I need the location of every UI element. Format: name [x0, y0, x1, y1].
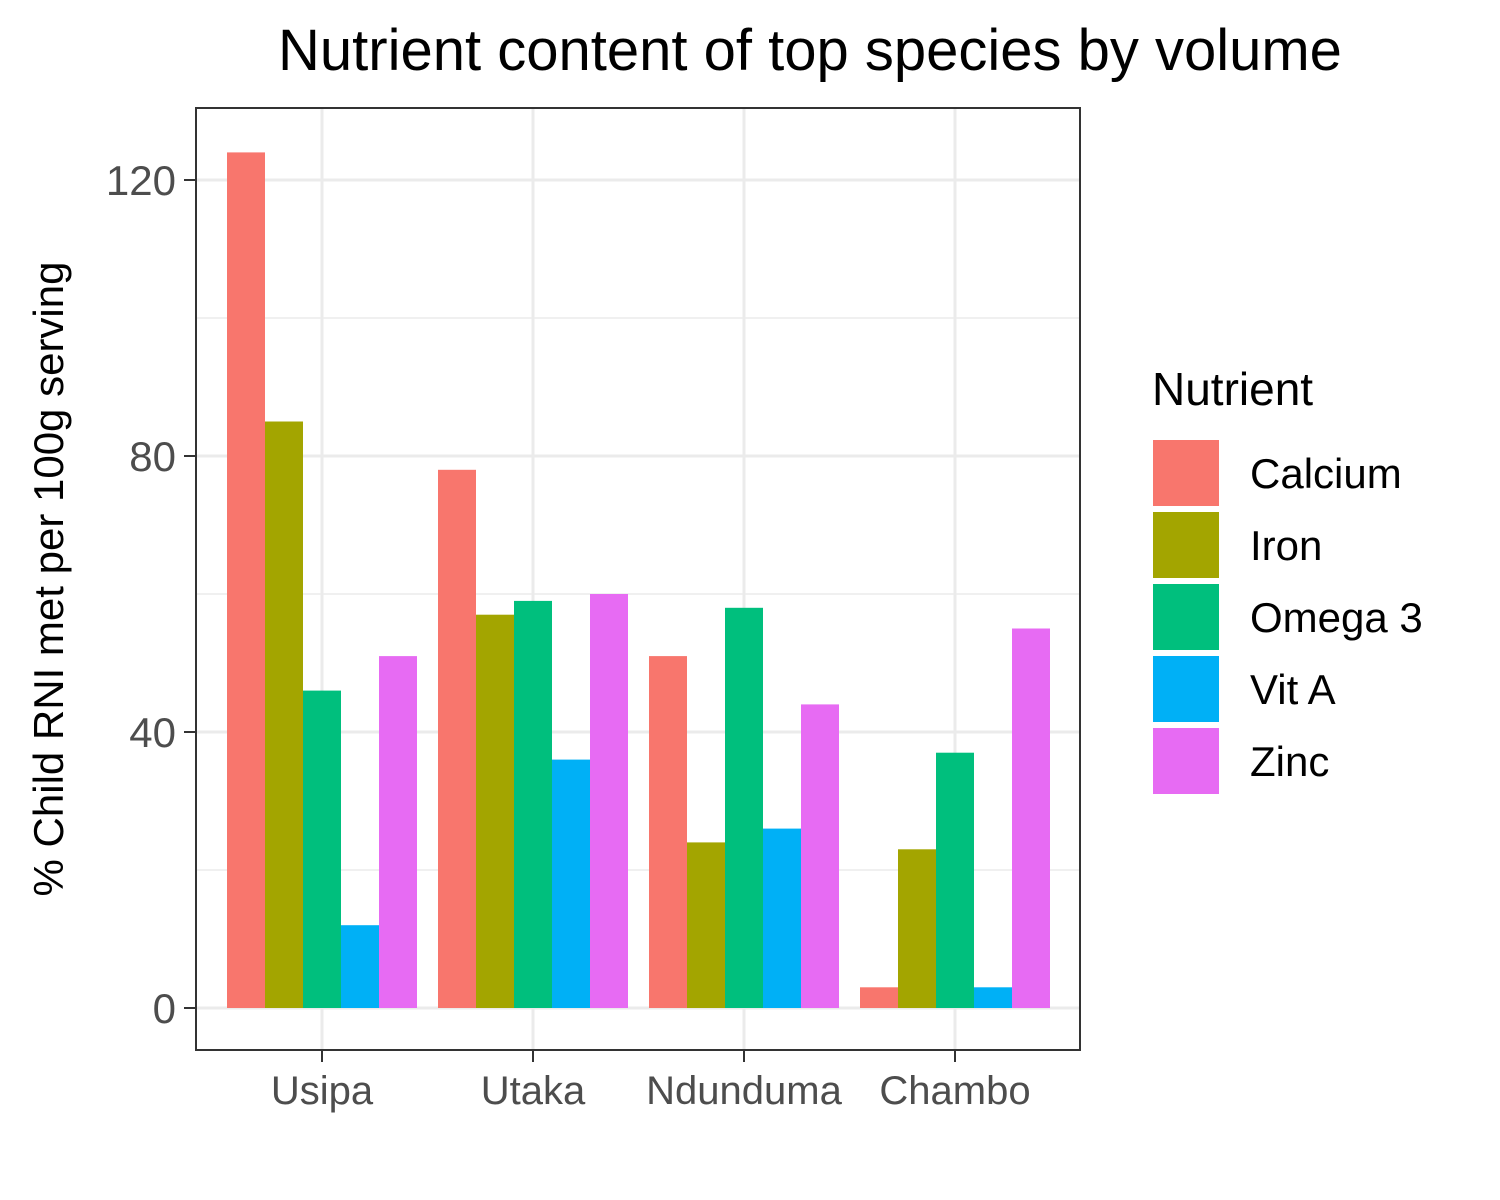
- bar-iron-ndunduma: [687, 842, 725, 1008]
- bar-iron-usipa: [265, 421, 303, 1008]
- legend-label: Vit A: [1250, 666, 1336, 713]
- legend-swatch: [1153, 440, 1219, 506]
- legend-label: Iron: [1250, 522, 1322, 569]
- x-tick-label: Usipa: [271, 1069, 374, 1113]
- bar-omega-3-utaka: [514, 600, 552, 1008]
- chart-title: Nutrient content of top species by volum…: [278, 18, 1342, 83]
- bar-calcium-usipa: [227, 152, 265, 1008]
- legend-swatch: [1153, 512, 1219, 578]
- legend-label: Omega 3: [1250, 594, 1423, 641]
- y-tick-label: 40: [129, 709, 176, 756]
- bar-iron-chambo: [898, 849, 936, 1008]
- y-tick-label: 120: [106, 157, 176, 204]
- legend-swatch: [1153, 584, 1219, 650]
- bar-vit-a-ndunduma: [763, 828, 801, 1008]
- legend-label: Calcium: [1250, 450, 1402, 497]
- bar-zinc-ndunduma: [801, 704, 839, 1008]
- bar-vit-a-usipa: [341, 925, 379, 1008]
- plot-panel-border: [195, 107, 1081, 1051]
- legend-label: Zinc: [1250, 738, 1329, 785]
- bar-zinc-utaka: [590, 594, 628, 1008]
- legend-swatch: [1153, 656, 1219, 722]
- legend: Nutrient Calcium Iron Omega 3 Vit A Zinc: [1152, 363, 1423, 794]
- bar-calcium-ndunduma: [649, 656, 687, 1008]
- bar-calcium-chambo: [860, 987, 898, 1008]
- legend-swatch: [1153, 728, 1219, 794]
- bar-iron-utaka: [476, 614, 514, 1008]
- bars: [227, 152, 1050, 1008]
- bar-vit-a-utaka: [552, 759, 590, 1008]
- bar-zinc-chambo: [1012, 628, 1050, 1008]
- legend-title: Nutrient: [1152, 363, 1313, 415]
- x-tick-label: Ndunduma: [646, 1069, 842, 1113]
- y-axis-title: % Child RNI met per 100g serving: [25, 262, 72, 897]
- grid-lines: [196, 108, 1080, 1050]
- y-tick-label: 80: [129, 433, 176, 480]
- x-tick-label: Chambo: [879, 1069, 1030, 1113]
- bar-vit-a-chambo: [974, 987, 1012, 1008]
- bar-zinc-usipa: [379, 656, 417, 1008]
- y-tick-label: 0: [153, 985, 176, 1032]
- bar-omega-3-usipa: [303, 690, 341, 1008]
- bar-omega-3-ndunduma: [725, 607, 763, 1008]
- axes: 0 40 80 120 Usipa Utaka Ndunduma Chambo: [106, 157, 1031, 1113]
- bar-calcium-utaka: [438, 469, 476, 1008]
- bar-omega-3-chambo: [936, 752, 974, 1008]
- x-tick-label: Utaka: [481, 1069, 586, 1113]
